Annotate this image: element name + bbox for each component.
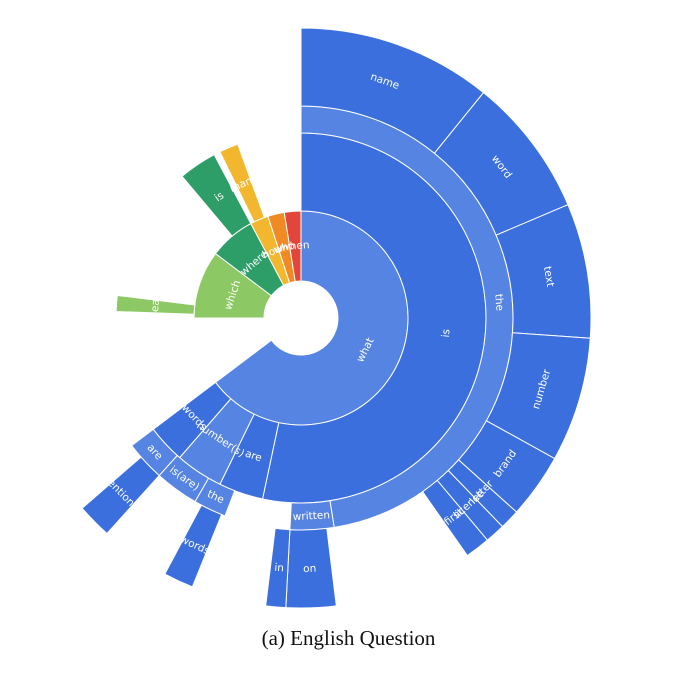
label-level4-on: on (303, 563, 317, 575)
label-level3-the: the (492, 293, 505, 311)
label-level1-who: who (272, 240, 296, 257)
label-level2-is: is (440, 328, 453, 338)
segment-level4-words (164, 504, 223, 588)
segment-level1-when (283, 210, 302, 283)
figure-caption: (a) English Question (261, 626, 436, 650)
label-level3-written: written (293, 509, 331, 523)
label-level1-when: when (281, 239, 310, 253)
segment-level2-many (219, 143, 266, 223)
label-level4-in: in (274, 562, 285, 575)
segment-level2-year (115, 294, 196, 315)
label-level4-text: text (541, 265, 556, 287)
segment-level4-first (421, 479, 489, 557)
segment-level2-is (181, 153, 252, 237)
segment-level4-mentioned (81, 456, 160, 535)
label-level2-are: are (243, 448, 263, 465)
sunburst-segments (81, 27, 592, 609)
label-level2-year: year (149, 294, 163, 319)
segment-level4-in (265, 527, 291, 609)
